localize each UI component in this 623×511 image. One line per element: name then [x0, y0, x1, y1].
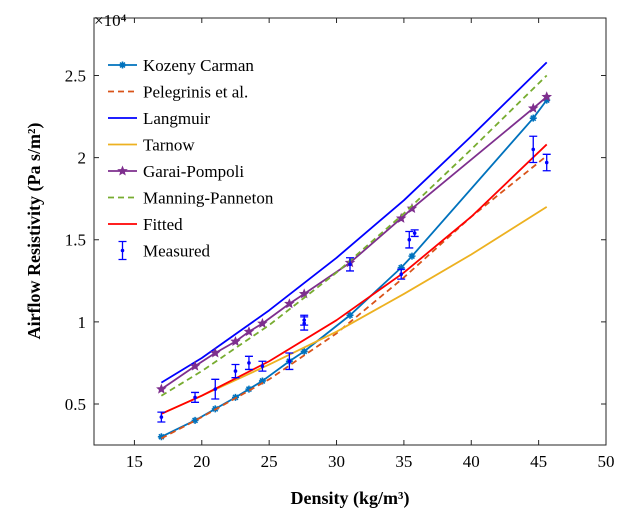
series-point-kozeny-carman — [397, 264, 405, 272]
measured-dot — [531, 147, 536, 152]
measured-dot — [348, 262, 352, 267]
measured-point — [542, 153, 551, 172]
series-point-kozeny-carman — [300, 347, 308, 355]
x-tick-label: 50 — [598, 452, 615, 471]
legend-entry-tarnow: Tarnow — [108, 136, 195, 155]
measured-dot — [233, 369, 238, 373]
y-tick-label: 2 — [78, 149, 87, 168]
measured-dot — [159, 415, 164, 419]
legend-marker — [119, 61, 126, 69]
measured-point — [529, 135, 538, 164]
measured-dot — [412, 231, 417, 235]
y-tick-label: 0.5 — [65, 395, 86, 414]
measured-dot — [260, 364, 265, 368]
series-point-kozeny-carman — [529, 114, 537, 122]
measured-dot — [287, 359, 292, 364]
x-tick-label: 45 — [530, 452, 547, 471]
series-point-kozeny-carman — [157, 433, 165, 441]
series-layer — [156, 61, 553, 441]
plot-area — [94, 18, 606, 445]
measured-point — [211, 378, 220, 400]
measured-dot — [399, 272, 404, 277]
measured-dot — [213, 387, 218, 391]
legend-label: Pelegrinis et al. — [143, 83, 248, 102]
series-point-kozeny-carman — [543, 96, 551, 104]
legend-label: Kozeny Carman — [143, 56, 254, 75]
x-tick-label: 15 — [126, 452, 143, 471]
legend-label: Manning-Panneton — [143, 189, 274, 208]
series-point-garai-pompoli — [298, 288, 310, 299]
measured-point — [405, 230, 414, 249]
series-point-garai-pompoli — [395, 212, 407, 223]
series-point-garai-pompoli — [230, 335, 241, 347]
series-point-kozeny-carman — [258, 377, 266, 385]
measured-point — [346, 257, 354, 272]
legend-entry-garai-pompoli: Garai-Pompoli — [108, 162, 244, 181]
series-point-garai-pompoli — [156, 383, 167, 394]
y-multiplier-label: ×10⁴ — [94, 11, 127, 30]
series-point-garai-pompoli — [406, 202, 418, 214]
series-point-garai-pompoli — [257, 317, 268, 328]
series-line-fitted — [161, 143, 548, 415]
axes-box — [93, 17, 607, 446]
legend-label: Tarnow — [143, 136, 195, 155]
x-tick-label: 25 — [261, 452, 278, 471]
legend-entry-kozeny-carman: Kozeny Carman — [108, 56, 254, 75]
y-axis-title: Airflow Resistivity (Pa s/m²) — [24, 123, 45, 340]
series-point-garai-pompoli — [209, 347, 221, 358]
measured-dot — [193, 395, 197, 400]
measured-point — [285, 352, 294, 371]
legend-entry-fitted: Fitted — [108, 215, 183, 234]
legend-label: Fitted — [143, 215, 183, 234]
measured-point — [231, 363, 240, 379]
series-point-kozeny-carman — [245, 385, 253, 393]
series-point-kozeny-carman — [191, 416, 199, 424]
measured-point — [410, 229, 419, 238]
measured-dot — [302, 318, 306, 322]
y-tick-label: 1.5 — [65, 231, 86, 250]
legend-marker — [117, 165, 128, 176]
measured-point — [244, 355, 253, 371]
series-point-garai-pompoli — [243, 326, 255, 337]
series-line-manning-panneton — [160, 74, 548, 397]
x-axis-title: Density (kg/m³) — [291, 488, 410, 509]
series-point-kozeny-carman — [408, 252, 416, 260]
series-point-garai-pompoli — [189, 360, 201, 371]
measured-dot — [247, 361, 251, 365]
series-line-langmuir — [160, 61, 548, 384]
measured-point — [157, 411, 166, 423]
legend-label: Garai-Pompoli — [143, 162, 244, 181]
legend-entry-pelegrinis-et-al: Pelegrinis et al. — [108, 83, 248, 102]
legend-entry-langmuir: Langmuir — [108, 109, 210, 128]
measured-point — [191, 391, 200, 403]
measured-dot — [407, 237, 412, 242]
legend-label: Measured — [143, 242, 211, 261]
legend-entry-manning-panneton: Manning-Panneton — [108, 189, 274, 208]
x-tick-label: 30 — [328, 452, 345, 471]
legend-entry-measured: Measured — [118, 240, 211, 261]
legend-label: Langmuir — [143, 109, 210, 128]
x-tick-label: 20 — [193, 452, 210, 471]
series-point-garai-pompoli — [527, 102, 539, 113]
series-point-kozeny-carman — [346, 311, 354, 319]
x-tick-label: 40 — [463, 452, 480, 471]
measured-point — [300, 314, 309, 326]
measured-point — [397, 268, 406, 280]
measured-dot — [544, 160, 549, 165]
series-point-garai-pompoli — [284, 298, 295, 309]
y-tick-label: 1 — [78, 313, 87, 332]
axes-layer: 15 20 25 30 35 40 45 50 0.5 1 1.5 2 2.5 — [65, 17, 615, 471]
measured-point — [258, 360, 267, 372]
series-point-garai-pompoli — [541, 91, 553, 102]
legend-marker — [120, 248, 125, 253]
x-tick-label: 35 — [395, 452, 412, 471]
y-tick-label: 2.5 — [65, 66, 86, 85]
legend: Kozeny Carman Pelegrinis et al. Langmuir Ta… — [108, 56, 274, 261]
